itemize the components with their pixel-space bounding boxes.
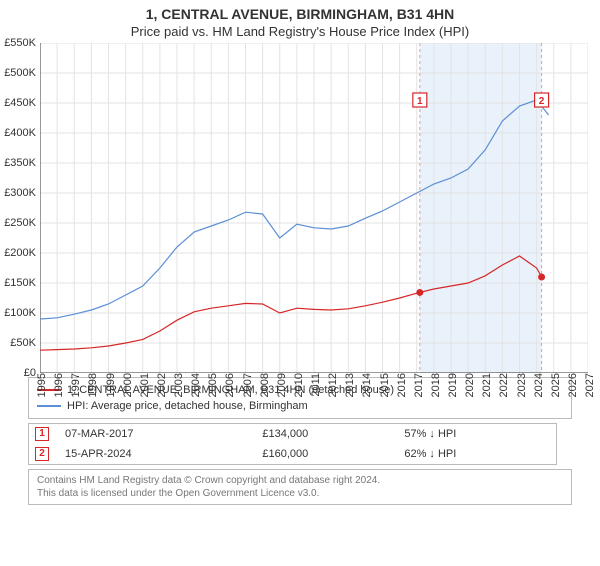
transactions-table: 1 07-MAR-2017£134,00057% ↓ HPI 2 15-APR-202…	[28, 423, 557, 465]
legend-swatch	[37, 405, 61, 407]
y-tick-label: £250K	[4, 217, 36, 229]
x-tick-label: 2027	[584, 373, 596, 397]
x-tick-label: 2023	[516, 373, 528, 397]
x-tick-label: 2011	[310, 373, 322, 397]
y-tick-label: £550K	[4, 37, 36, 49]
chart-title: 1, CENTRAL AVENUE, BIRMINGHAM, B31 4HN	[0, 6, 600, 22]
footer-line: Contains HM Land Registry data © Crown c…	[37, 474, 563, 487]
legend-label: HPI: Average price, detached house, Birm…	[67, 400, 308, 412]
x-tick-label: 1999	[105, 373, 117, 397]
transaction-price: £134,000	[256, 424, 398, 445]
transaction-price: £160,000	[256, 444, 398, 465]
y-tick-label: £100K	[4, 307, 36, 319]
transaction-vs-hpi: 62% ↓ HPI	[398, 444, 556, 465]
transaction-row: 2 15-APR-2024£160,00062% ↓ HPI	[29, 444, 557, 465]
legend-item: HPI: Average price, detached house, Birm…	[37, 398, 563, 414]
x-tick-label: 1997	[70, 373, 82, 397]
x-tick-label: 2018	[430, 373, 442, 397]
x-tick-label: 2002	[156, 373, 168, 397]
x-tick-label: 2012	[327, 373, 339, 397]
footer-line: This data is licensed under the Open Gov…	[37, 487, 563, 500]
transaction-marker: 2	[35, 447, 49, 461]
transaction-date: 15-APR-2024	[59, 444, 256, 465]
line-chart: 12	[40, 43, 588, 373]
x-tick-label: 2016	[396, 373, 408, 397]
y-tick-label: £300K	[4, 187, 36, 199]
x-tick-label: 2006	[224, 373, 236, 397]
x-tick-label: 2013	[344, 373, 356, 397]
x-tick-label: 2020	[464, 373, 476, 397]
x-tick-label: 2019	[447, 373, 459, 397]
y-tick-label: £0	[24, 367, 36, 379]
x-tick-label: 2010	[293, 373, 305, 397]
svg-text:2: 2	[539, 96, 545, 107]
x-tick-label: 1998	[87, 373, 99, 397]
y-tick-label: £50K	[10, 337, 36, 349]
transaction-date: 07-MAR-2017	[59, 424, 256, 445]
y-tick-label: £350K	[4, 157, 36, 169]
x-tick-label: 2001	[139, 373, 151, 397]
x-tick-label: 2024	[533, 373, 545, 397]
x-tick-label: 1996	[53, 373, 65, 397]
y-tick-label: £450K	[4, 97, 36, 109]
x-tick-label: 1995	[36, 373, 48, 397]
y-tick-label: £200K	[4, 247, 36, 259]
y-tick-label: £150K	[4, 277, 36, 289]
chart-subtitle: Price paid vs. HM Land Registry's House …	[0, 24, 600, 39]
x-tick-label: 2003	[173, 373, 185, 397]
x-tick-label: 2009	[276, 373, 288, 397]
x-tick-label: 2000	[122, 373, 134, 397]
svg-text:1: 1	[417, 96, 423, 107]
attribution-footer: Contains HM Land Registry data © Crown c…	[28, 469, 572, 505]
x-tick-label: 2026	[567, 373, 579, 397]
chart-area: 12 £0£50K£100K£150K£200K£250K£300K£350K£…	[40, 43, 588, 373]
x-tick-label: 2005	[207, 373, 219, 397]
transaction-vs-hpi: 57% ↓ HPI	[398, 424, 556, 445]
y-tick-label: £500K	[4, 67, 36, 79]
x-tick-label: 2022	[498, 373, 510, 397]
x-tick-label: 2007	[242, 373, 254, 397]
transaction-row: 1 07-MAR-2017£134,00057% ↓ HPI	[29, 424, 557, 445]
x-tick-label: 2004	[190, 373, 202, 397]
x-tick-label: 2021	[481, 373, 493, 397]
x-tick-label: 2017	[413, 373, 425, 397]
x-tick-label: 2014	[361, 373, 373, 397]
x-tick-label: 2015	[379, 373, 391, 397]
x-tick-label: 2008	[259, 373, 271, 397]
x-tick-label: 2025	[550, 373, 562, 397]
transaction-marker: 1	[35, 427, 49, 441]
y-tick-label: £400K	[4, 127, 36, 139]
